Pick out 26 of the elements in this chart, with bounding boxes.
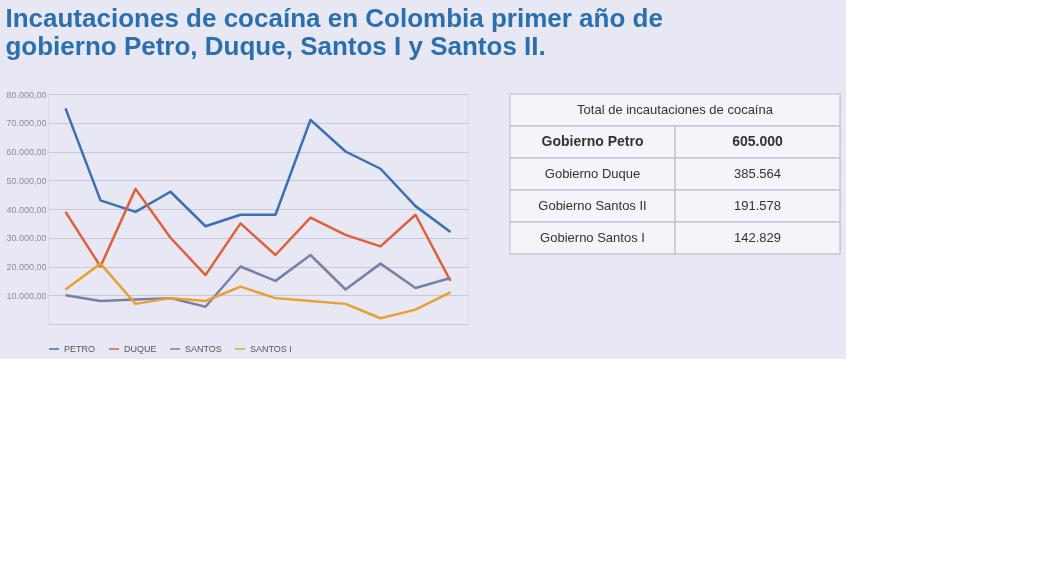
y-tick-label: 10.000,00: [6, 290, 47, 301]
text: Gobierno Petro: [541, 133, 644, 149]
line-series: [64, 262, 452, 320]
text: Gobierno Santos II: [538, 198, 647, 213]
text: Gobierno Duque: [544, 166, 641, 181]
y-tick-label: 80.000,00: [6, 89, 47, 100]
text: 605.000: [732, 133, 784, 149]
text: Total de incautaciones de cocaína: [577, 102, 774, 117]
legend-label: SANTOS: [185, 344, 222, 354]
y-tick-label: 40.000,00: [6, 204, 47, 215]
legend-label: DUQUE: [124, 344, 157, 354]
y-tick-label: 50.000,00: [6, 175, 47, 186]
text: Gobierno Santos I: [540, 230, 645, 245]
legend-label: PETRO: [64, 344, 96, 354]
text: 385.564: [734, 166, 781, 181]
line-series: [64, 253, 452, 308]
y-tick-label: 60.000,00: [6, 147, 47, 157]
text: 142.829: [734, 230, 781, 245]
y-tick-label: 30.000,00: [6, 233, 47, 244]
chart-title: Incautaciones de cocaína en Colombia primer año de gobierno Petro, Duque, Santos I y Santos II.: [5, 2, 663, 61]
y-tick-label: 20.000,00: [6, 262, 47, 272]
line-series: [64, 107, 452, 234]
y-tick-label: 70.000,00: [6, 118, 47, 129]
line-series: [64, 187, 452, 283]
legend-label: SANTOS I: [250, 344, 292, 354]
text: 191.578: [734, 198, 781, 213]
